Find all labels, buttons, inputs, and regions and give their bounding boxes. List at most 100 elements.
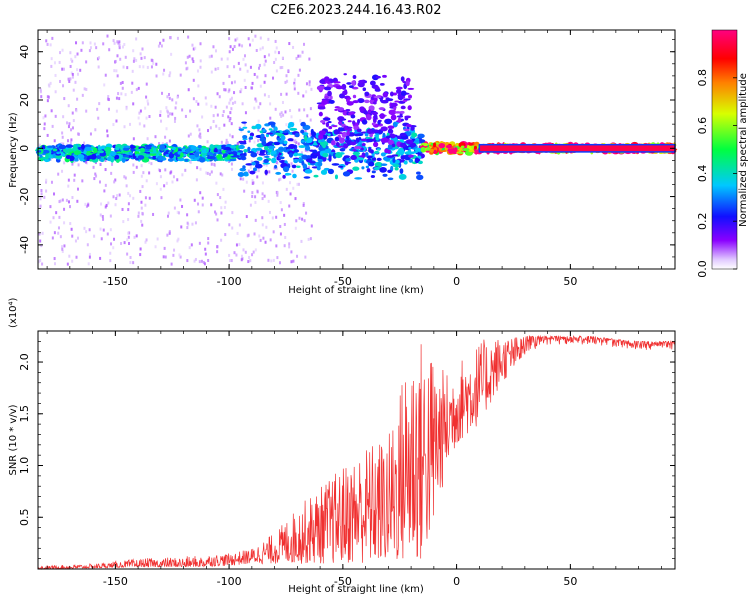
spectrogram-speckle — [68, 79, 71, 83]
spectrogram-speckle — [258, 66, 261, 70]
spectrogram-blob — [327, 133, 331, 137]
spectrogram-blob — [255, 123, 262, 130]
spectrogram-blob — [303, 176, 311, 179]
spectrogram-speckle — [41, 231, 44, 235]
spectrogram-blob — [333, 81, 341, 84]
spectrogram-speckle — [169, 171, 172, 175]
spectrogram-speckle — [51, 124, 54, 128]
spectrogram-blob — [351, 86, 359, 90]
spectrogram-speckle — [259, 84, 262, 88]
spectrogram-speckle — [268, 53, 271, 57]
spectrogram-speckle — [89, 132, 92, 136]
spectrogram-speckle — [39, 204, 42, 208]
spectrogram-speckle — [75, 41, 78, 45]
spectrogram-panel: -150 -100 -50 0 50 -40 -20 0 20 40 Height of stra… — [8, 29, 678, 296]
spectrogram-blob — [350, 155, 357, 161]
spectrogram-speckle — [144, 106, 147, 110]
spectrogram-blob — [341, 131, 348, 138]
spectrogram-speckle — [295, 219, 298, 223]
spectrogram-blob — [259, 137, 266, 142]
spectrogram-speckle — [280, 92, 283, 96]
spectrogram-blob — [263, 158, 269, 164]
spectrogram-speckle — [155, 74, 158, 78]
spectrogram-blob — [346, 101, 354, 106]
spectrogram-speckle — [242, 248, 245, 252]
spectrogram-speckle — [216, 218, 219, 222]
spectrogram-speckle — [66, 262, 69, 266]
spectrogram-speckle — [309, 107, 312, 111]
spectrogram-blob — [405, 139, 414, 145]
spectrogram-speckle — [67, 184, 70, 188]
spectrogram-speckle — [57, 226, 60, 230]
spectrogram-speckle — [244, 63, 247, 67]
spectrogram-blob — [148, 156, 153, 159]
spectrogram-speckle — [132, 102, 135, 106]
spectrogram-blob — [407, 105, 412, 111]
spectrogram-speckle — [68, 122, 71, 126]
spectrogram-speckle — [222, 81, 225, 85]
spectrogram-speckle — [130, 90, 133, 94]
spectrogram-speckle — [135, 88, 138, 92]
spectrogram-blob — [328, 155, 332, 162]
spectrogram-speckle — [206, 140, 209, 144]
spectrogram-speckle — [148, 171, 151, 175]
spectrogram-speckle — [199, 59, 202, 63]
spectrogram-blob — [414, 147, 423, 152]
spectrogram-speckle — [112, 195, 115, 199]
spectrogram-speckle — [79, 68, 82, 72]
spectrogram-speckle — [83, 87, 86, 91]
spectrogram-speckle — [308, 83, 311, 87]
spectrogram-speckle — [184, 114, 187, 118]
spectrogram-blob — [293, 159, 299, 164]
spectrogram-speckle — [200, 259, 203, 263]
spectrogram-speckle — [70, 128, 73, 132]
spectrogram-speckle — [198, 260, 201, 264]
spectrogram-speckle — [158, 142, 161, 146]
spectrogram-blob — [284, 172, 290, 176]
spectrogram-speckle — [76, 68, 79, 72]
spectrogram-speckle — [224, 200, 227, 204]
spectrogram-speckle — [273, 60, 276, 64]
spectrogram-blob — [206, 151, 214, 156]
spectrogram-speckle — [45, 39, 48, 43]
spectrogram-speckle — [172, 253, 175, 257]
spectrogram-blob — [248, 137, 254, 140]
spectrogram-blob — [115, 147, 120, 151]
spectrogram-speckle — [141, 223, 144, 227]
spectrogram-speckle — [50, 57, 53, 61]
spectrogram-speckle — [279, 224, 282, 228]
spectrogram-blob — [394, 111, 402, 114]
spectrogram-speckle — [292, 45, 295, 49]
spectrogram-blob — [364, 152, 369, 157]
spectrogram-speckle — [230, 259, 233, 263]
spectrogram-speckle — [144, 196, 147, 200]
spectrogram-speckle — [39, 239, 42, 243]
spectrogram-speckle — [39, 258, 42, 262]
spectrogram-speckle — [198, 241, 201, 245]
spectrogram-speckle — [264, 240, 267, 244]
spectrogram-blob — [318, 111, 323, 117]
spectrogram-speckle — [283, 244, 286, 248]
spectrogram-speckle — [50, 64, 53, 68]
spectrogram-speckle — [98, 180, 101, 184]
spectrogram-speckle — [268, 210, 271, 214]
spectrogram-blob — [342, 90, 348, 96]
spectrogram-speckle — [308, 166, 311, 170]
spectrogram-blob — [322, 117, 331, 121]
spectrogram-xtick-label: -100 — [217, 275, 242, 288]
spectrogram-speckle — [303, 219, 306, 223]
spectrogram-blob — [402, 80, 406, 83]
spectrogram-speckle — [199, 167, 202, 171]
spectrogram-speckle — [135, 37, 138, 41]
spectrogram-speckle — [113, 237, 116, 241]
spectrogram-speckle — [226, 57, 229, 61]
spectrogram-speckle — [54, 114, 57, 118]
snr-ticks: -150 -100 -50 0 50 0.5 1.0 1.5 2.0 — [18, 331, 675, 588]
spectrogram-speckle — [305, 211, 308, 215]
spectrogram-speckle — [179, 255, 182, 259]
spectrogram-speckle — [252, 181, 255, 185]
spectrogram-speckle — [194, 46, 197, 50]
spectrogram-speckle — [201, 203, 204, 207]
spectrogram-blob — [417, 160, 423, 165]
spectrogram-blob — [327, 121, 332, 124]
